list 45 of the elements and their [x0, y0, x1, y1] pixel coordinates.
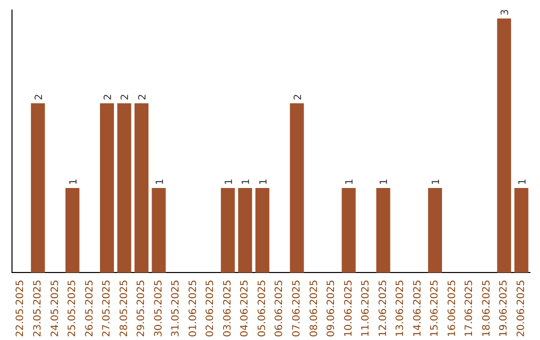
x-tick-label: 07.06.2025 — [291, 280, 302, 338]
data-label: 1 — [258, 178, 270, 185]
data-label: 1 — [154, 178, 166, 185]
x-tick-label: 06.06.2025 — [274, 280, 286, 338]
x-tick-label: 24.05.2025 — [50, 280, 61, 338]
x-tick-label: 26.05.2025 — [84, 280, 96, 338]
x-tick-label: 25.05.2025 — [67, 280, 78, 338]
data-label: 1 — [379, 178, 390, 185]
x-tick-label: 13.06.2025 — [395, 280, 406, 338]
x-tick-label: 18.06.2025 — [481, 280, 492, 338]
data-label: 2 — [34, 94, 45, 100]
x-tick-label: 14.06.2025 — [412, 280, 424, 338]
data-label: 2 — [102, 94, 114, 100]
x-tick-label: 30.05.2025 — [153, 280, 164, 338]
x-tick-label: 01.06.2025 — [188, 280, 199, 338]
x-tick-label: 05.06.2025 — [256, 280, 268, 338]
x-tick-label: 19.06.2025 — [498, 280, 510, 338]
x-tick-label: 12.06.2025 — [378, 280, 389, 338]
x-tick-label: 17.06.2025 — [464, 280, 476, 338]
x-tick-label: 31.05.2025 — [170, 280, 182, 338]
data-label: 1 — [431, 178, 442, 185]
x-tick-label: 28.05.2025 — [118, 280, 130, 338]
data-label: 2 — [292, 94, 304, 100]
data-label: 1 — [224, 178, 235, 185]
x-tick-label: 11.06.2025 — [360, 280, 372, 338]
x-tick-label: 02.06.2025 — [205, 280, 216, 338]
x-tick-label: 29.05.2025 — [136, 280, 148, 338]
data-label: 2 — [120, 94, 132, 100]
data-label: 3 — [500, 9, 512, 16]
x-tick-label: 15.06.2025 — [430, 280, 441, 338]
data-label: 1 — [344, 178, 356, 185]
data-label: 1 — [517, 178, 528, 185]
data-label: 1 — [241, 178, 252, 185]
x-tick-label: 16.06.2025 — [446, 280, 458, 338]
x-tick-label: 10.06.2025 — [343, 280, 354, 338]
x-tick-label: 22.05.2025 — [15, 280, 26, 338]
x-tick-label: 04.06.2025 — [240, 280, 251, 338]
x-tick-label: 27.05.2025 — [102, 280, 113, 338]
data-label: 2 — [138, 94, 148, 100]
x-tick-label: 08.06.2025 — [308, 280, 320, 338]
x-tick-label: 03.06.2025 — [222, 280, 234, 338]
x-tick-label: 23.05.2025 — [32, 280, 44, 338]
data-label: 1 — [68, 178, 80, 185]
x-tick-label: 20.06.2025 — [516, 280, 527, 338]
x-tick-label: 09.06.2025 — [326, 280, 338, 338]
